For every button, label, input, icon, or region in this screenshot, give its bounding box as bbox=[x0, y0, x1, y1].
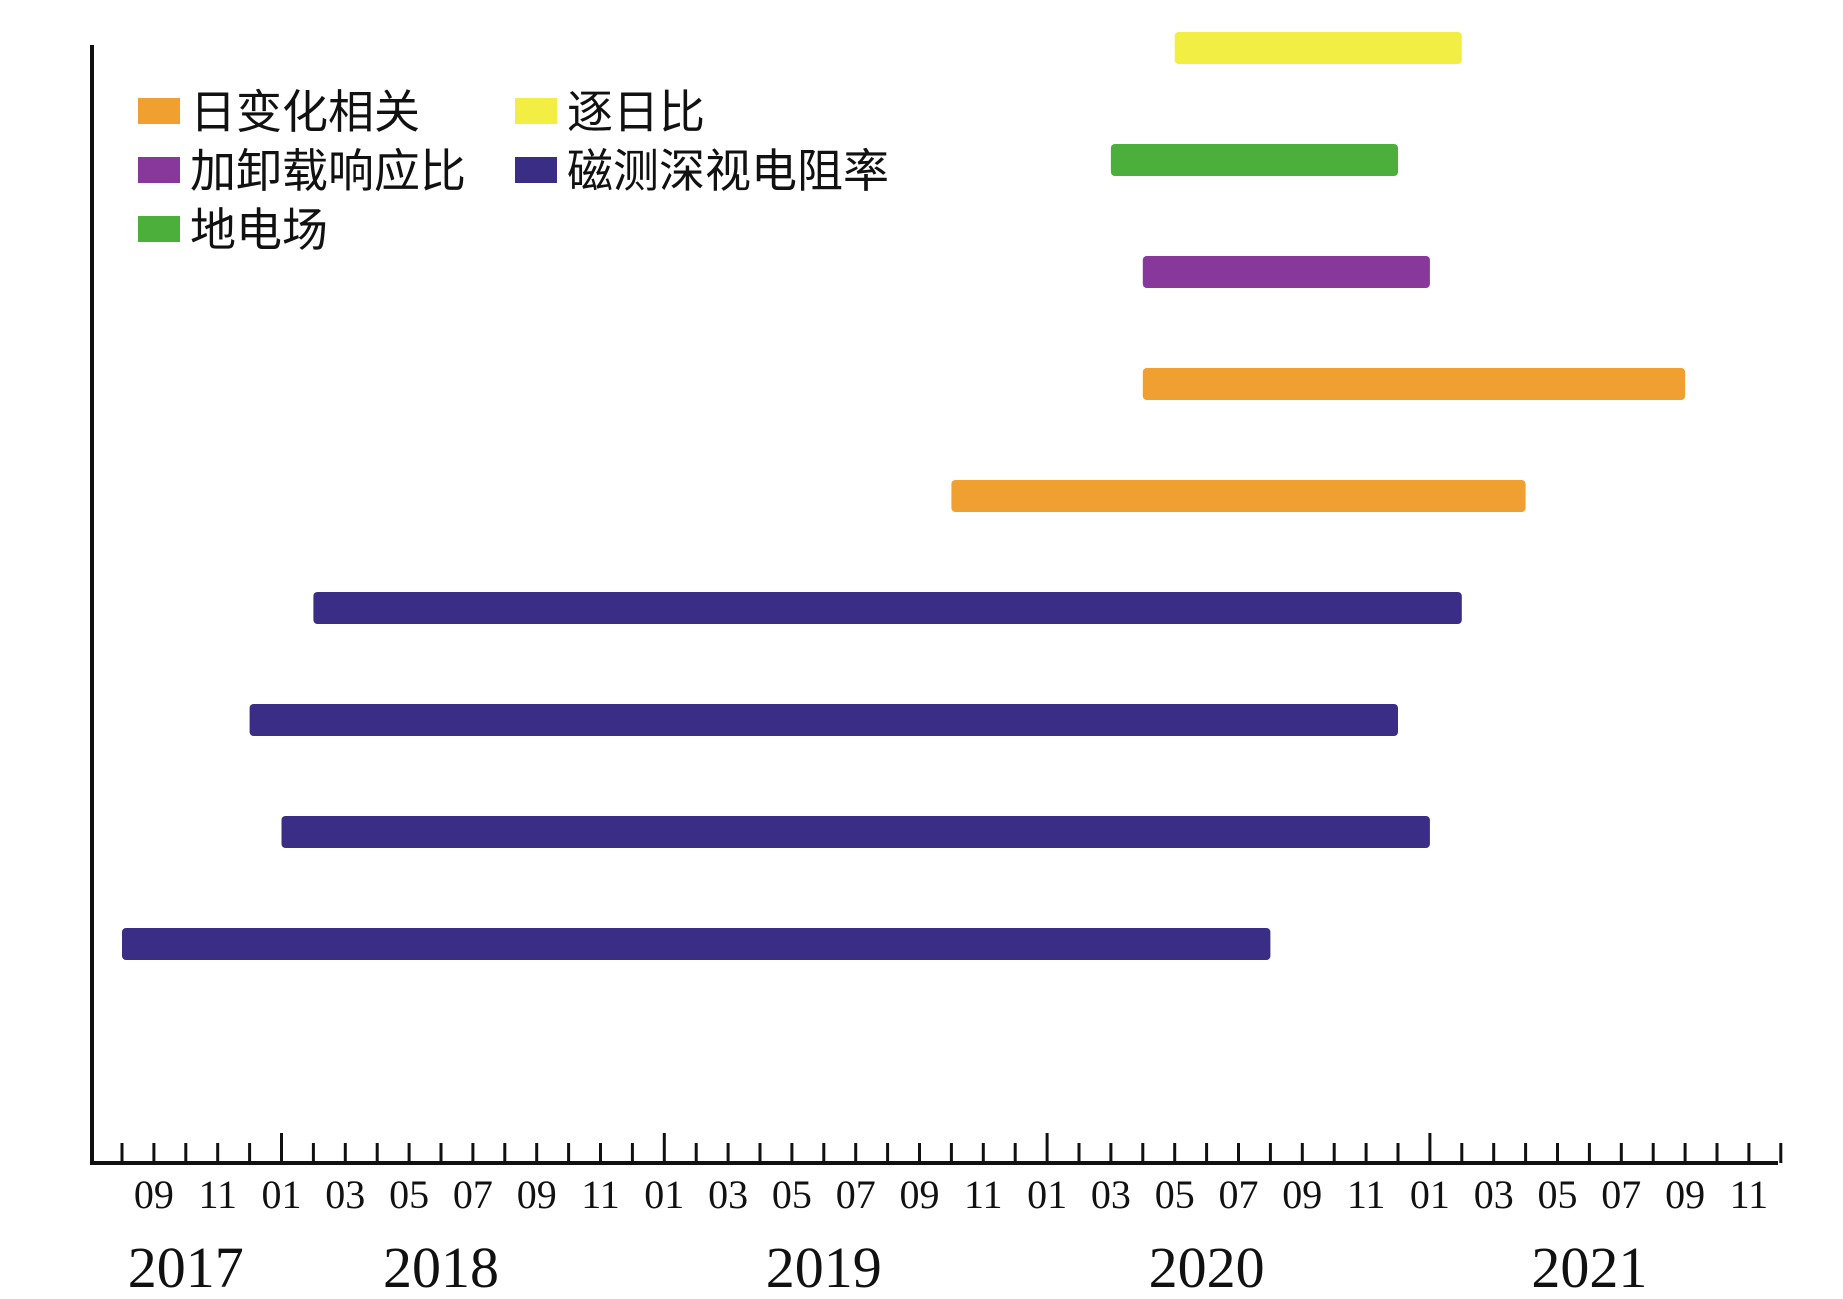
x-ticks-group: 09 11 01 03 05 07 09 11 01 03 05 07 09 11 01 03 05 07 09 11… bbox=[120, 1133, 1783, 1299]
legend-label-4: 磁测深视电阻率 bbox=[567, 144, 889, 198]
x-tick-label: 07 bbox=[836, 1172, 876, 1217]
x-tick-label: 03 bbox=[708, 1172, 748, 1217]
legend-label-3: 加卸载响应比 bbox=[190, 144, 466, 198]
bar-4 bbox=[1142, 368, 1686, 400]
x-tick-label: 05 bbox=[389, 1172, 429, 1217]
year-label-2020: 2020 bbox=[1149, 1235, 1265, 1299]
x-tick-label: 09 bbox=[900, 1172, 940, 1217]
x-tick-label: 07 bbox=[453, 1172, 493, 1217]
legend-swatch-1 bbox=[138, 98, 180, 124]
x-tick-label: 07 bbox=[1601, 1172, 1641, 1217]
x-tick-label: 05 bbox=[1538, 1172, 1578, 1217]
legend-swatch-2 bbox=[515, 98, 557, 124]
legend-label-5: 地电场 bbox=[190, 203, 328, 257]
x-tick-label: 05 bbox=[1155, 1172, 1195, 1217]
x-tick-label: 11 bbox=[1347, 1172, 1386, 1217]
x-tick-label: 01 bbox=[644, 1172, 684, 1217]
year-label-2017: 2017 bbox=[128, 1235, 244, 1299]
x-tick-label: 07 bbox=[1219, 1172, 1259, 1217]
legend-swatch-4 bbox=[515, 157, 557, 183]
legend-label-2: 逐日比 bbox=[567, 85, 705, 139]
x-tick-label: 09 bbox=[134, 1172, 174, 1217]
year-label-2019: 2019 bbox=[766, 1235, 882, 1299]
bars-group bbox=[122, 32, 1686, 960]
bar-5 bbox=[951, 480, 1526, 512]
x-tick-label: 09 bbox=[1665, 1172, 1705, 1217]
x-tick-label: 01 bbox=[1410, 1172, 1450, 1217]
x-tick-label: 09 bbox=[517, 1172, 557, 1217]
legend-swatch-5 bbox=[138, 216, 180, 242]
year-label-2018: 2018 bbox=[383, 1235, 499, 1299]
bar-6 bbox=[313, 592, 1462, 624]
bar-3 bbox=[1142, 256, 1430, 288]
legend-label-1: 日变化相关 bbox=[190, 85, 420, 139]
x-tick-label: 05 bbox=[772, 1172, 812, 1217]
x-tick-label: 01 bbox=[1027, 1172, 1067, 1217]
axes-group bbox=[90, 45, 1778, 1165]
bar-8 bbox=[281, 816, 1430, 848]
x-tick-label: 01 bbox=[262, 1172, 302, 1217]
x-tick-label: 03 bbox=[1474, 1172, 1514, 1217]
bar-1 bbox=[1174, 32, 1462, 64]
x-tick-label: 03 bbox=[1091, 1172, 1131, 1217]
legend-swatch-3 bbox=[138, 157, 180, 183]
x-tick-label: 11 bbox=[964, 1172, 1003, 1217]
x-tick-label: 11 bbox=[198, 1172, 237, 1217]
x-tick-label: 11 bbox=[1730, 1172, 1769, 1217]
x-tick-label: 03 bbox=[325, 1172, 365, 1217]
bar-7 bbox=[249, 704, 1399, 736]
x-tick-label: 11 bbox=[581, 1172, 620, 1217]
bar-2 bbox=[1110, 144, 1398, 176]
x-tick-label: 09 bbox=[1282, 1172, 1322, 1217]
year-label-2021: 2021 bbox=[1531, 1235, 1647, 1299]
bar-9 bbox=[122, 928, 1271, 960]
